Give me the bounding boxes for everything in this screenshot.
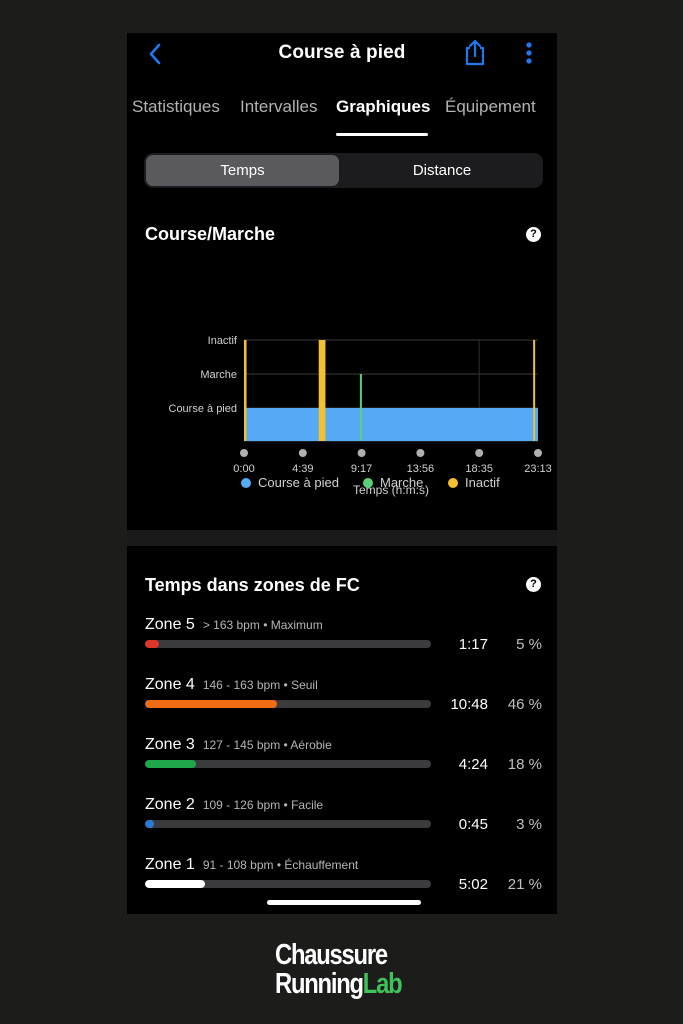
- chart-segment: [318, 340, 326, 441]
- legend-item-course: Course à pied: [241, 475, 339, 490]
- x-tick-label: 9:17: [351, 463, 372, 475]
- legend-dot-inactif: [448, 478, 458, 488]
- chart-legend: Course à pied Marche Inactif: [127, 475, 557, 495]
- run-walk-chart: Course à pied Marche Inactif 0:00 4:39 9:17 13…: [169, 335, 552, 497]
- y-tick-label: Course à pied: [169, 403, 238, 415]
- time-distance-toggle: Temps Distance: [144, 153, 543, 188]
- legend-dot-course: [241, 478, 251, 488]
- hr-zone-4: Zone 4 146 - 163 bpm • Seuil 10:48 46 %: [127, 676, 557, 726]
- chart-segment: [533, 340, 536, 441]
- active-tab-indicator: [336, 133, 428, 136]
- tab-equipement[interactable]: Équipement: [445, 97, 536, 116]
- x-tick-label: 23:13: [524, 463, 552, 475]
- chevron-left-icon[interactable]: [145, 41, 169, 67]
- zone-range: 109 - 126 bpm • Facile: [202, 798, 324, 812]
- chart-segment: [246, 408, 538, 441]
- zone-progress-track: [145, 700, 431, 708]
- zone-progress-fill: [145, 880, 206, 888]
- x-tick-label: 13:56: [407, 463, 435, 475]
- logo-line-1: Chaussure: [275, 939, 388, 971]
- hr-zone-1: Zone 1 91 - 108 bpm • Échauffement 5:02 2…: [127, 856, 557, 906]
- legend-dot-marche: [363, 478, 373, 488]
- zone-range: > 163 bpm • Maximum: [202, 618, 323, 632]
- tab-bar: Statistiques Intervalles Graphiques Équi…: [132, 97, 557, 137]
- zone-name: Zone 1: [145, 856, 195, 873]
- help-icon[interactable]: ?: [526, 227, 541, 242]
- hr-zones-title: Temps dans zones de FC: [145, 575, 360, 595]
- zone-progress-track: [145, 820, 431, 828]
- zone-time: 10:48: [450, 696, 488, 713]
- hr-zone-3: Zone 3 127 - 145 bpm • Aérobie 4:24 18 %: [127, 736, 557, 786]
- segment-distance[interactable]: Distance: [412, 162, 472, 179]
- x-tick-label: 0:00: [233, 463, 254, 475]
- x-tick-label: 4:39: [292, 463, 313, 475]
- home-indicator: [267, 900, 421, 905]
- zone-range: 91 - 108 bpm • Échauffement: [202, 858, 359, 872]
- legend-item-inactif: Inactif: [448, 475, 500, 490]
- logo-line-2: RunningLab: [275, 968, 403, 1000]
- chaussure-running-lab-logo: Chaussure RunningLab: [275, 940, 415, 1002]
- chart-segment: [244, 340, 247, 441]
- zone-percent: 3 %: [516, 816, 542, 833]
- x-tick-dot: [534, 449, 542, 457]
- zone-progress-track: [145, 760, 431, 768]
- y-tick-label: Inactif: [208, 335, 238, 347]
- x-tick-label: 18:35: [465, 463, 493, 475]
- section-divider: [127, 530, 557, 546]
- help-icon[interactable]: ?: [526, 577, 541, 592]
- x-tick-dot: [416, 449, 425, 457]
- app-screen: Course à pied Statistiques Intervalles G…: [127, 33, 557, 914]
- zone-percent: 18 %: [507, 756, 542, 773]
- hr-zone-5: Zone 5 > 163 bpm • Maximum 1:17 5 %: [127, 616, 557, 666]
- zone-progress-fill: [145, 760, 197, 768]
- tab-statistiques[interactable]: Statistiques: [132, 97, 220, 116]
- tab-intervalles[interactable]: Intervalles: [240, 97, 318, 116]
- page-title: Course à pied: [278, 42, 406, 63]
- zone-progress-track: [145, 640, 431, 648]
- more-vertical-icon[interactable]: [523, 41, 535, 67]
- run-walk-title: Course/Marche: [145, 224, 276, 244]
- zone-progress-fill: [145, 700, 277, 708]
- x-tick-dot: [240, 449, 248, 457]
- zone-time: 4:24: [458, 756, 488, 773]
- segment-temps[interactable]: Temps: [146, 155, 339, 186]
- zone-time: 0:45: [458, 816, 488, 833]
- legend-item-marche: Marche: [363, 475, 423, 490]
- zone-range: 146 - 163 bpm • Seuil: [202, 678, 318, 692]
- zone-percent: 46 %: [507, 696, 542, 713]
- zone-time: 5:02: [458, 876, 488, 893]
- zone-progress-track: [145, 880, 431, 888]
- x-tick-dot: [357, 449, 366, 457]
- x-axis-label: Temps (h:m:s): [353, 483, 429, 497]
- zone-name: Zone 4: [145, 676, 195, 693]
- zone-name: Zone 2: [145, 796, 195, 813]
- y-tick-label: Marche: [200, 369, 237, 381]
- zone-name: Zone 3: [145, 736, 195, 753]
- zone-name: Zone 5: [145, 616, 195, 633]
- zone-percent: 21 %: [507, 876, 542, 893]
- zone-progress-fill: [145, 820, 154, 828]
- share-icon[interactable]: [463, 39, 487, 67]
- hr-zone-2: Zone 2 109 - 126 bpm • Facile 0:45 3 %: [127, 796, 557, 846]
- zone-progress-fill: [145, 640, 160, 648]
- chart-segment: [359, 374, 362, 441]
- x-tick-dot: [475, 449, 484, 457]
- zone-percent: 5 %: [516, 636, 542, 653]
- zone-range: 127 - 145 bpm • Aérobie: [202, 738, 332, 752]
- zone-time: 1:17: [458, 636, 488, 653]
- x-tick-dot: [298, 449, 307, 457]
- tab-graphiques[interactable]: Graphiques: [336, 97, 431, 116]
